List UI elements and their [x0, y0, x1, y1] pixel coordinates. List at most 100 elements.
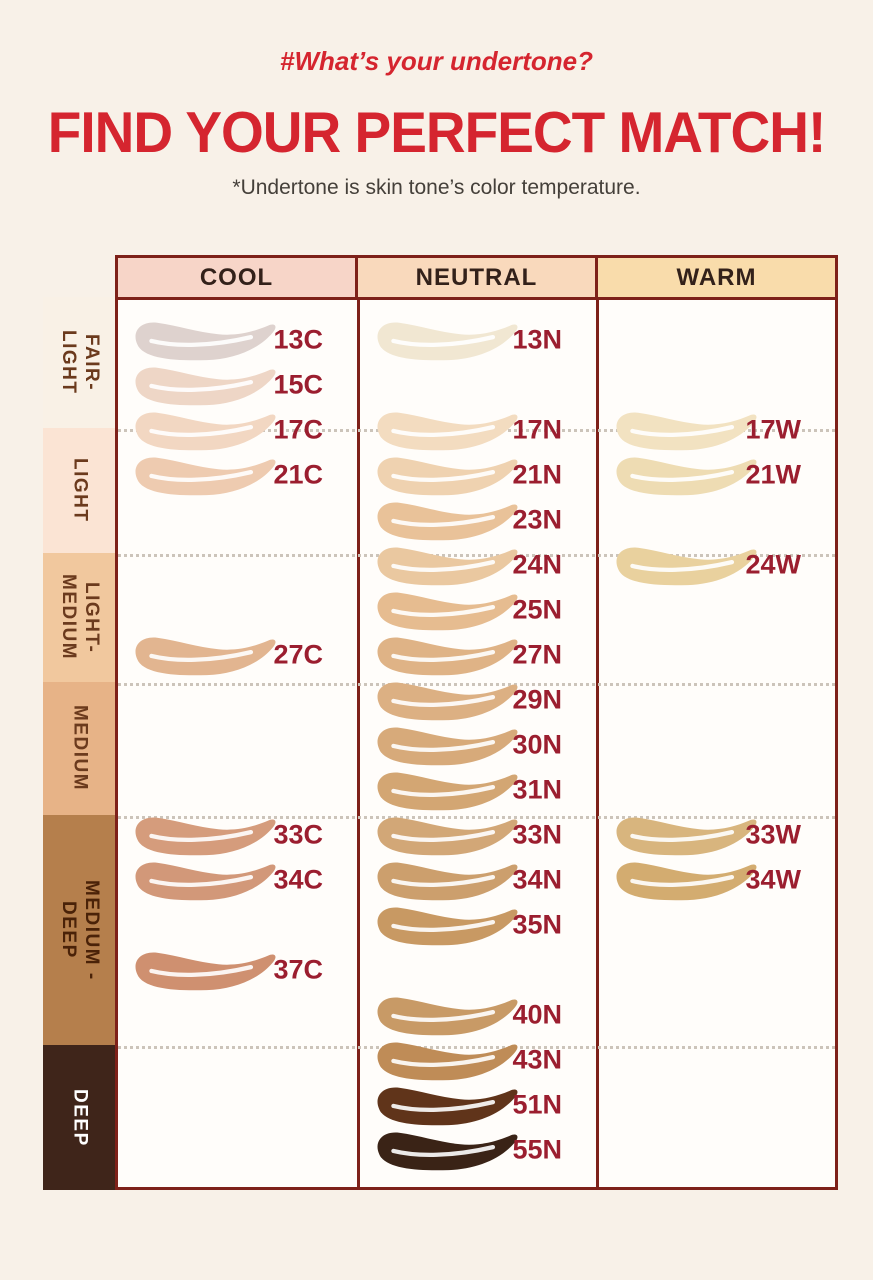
shade-code-35n: 35N — [512, 909, 562, 940]
shade-code-31n: 31N — [512, 774, 562, 805]
shade-row-34c: 34C — [118, 858, 357, 902]
shade-code-21w: 21W — [745, 459, 801, 490]
foundation-swatch — [377, 322, 518, 361]
shade-row-27c: 27C — [118, 633, 357, 677]
foundation-swatch — [377, 997, 518, 1036]
shade-code-37c: 37C — [273, 954, 323, 985]
shade-code-17w: 17W — [745, 414, 801, 445]
shade-code-55n: 55N — [512, 1134, 562, 1165]
column-neutral: 13N 17N 21N 23N 24N 25N 27N 29N 30N 31N 33N 34N 35N 4… — [357, 300, 596, 1187]
shade-code-21n: 21N — [512, 459, 562, 490]
shade-row-25n: 25N — [360, 588, 596, 632]
foundation-swatch — [377, 772, 518, 811]
shade-row-21c: 21C — [118, 453, 357, 497]
shade-code-23n: 23N — [512, 504, 562, 535]
shade-row-13n: 13N — [360, 318, 596, 362]
column-header-warm: WARM — [595, 258, 835, 297]
shade-code-43n: 43N — [512, 1044, 562, 1075]
foundation-swatch — [377, 502, 518, 541]
column-cool: 13C 15C 17C 21C 27C 33C 34C 37C — [118, 300, 357, 1187]
shade-row-33n: 33N — [360, 813, 596, 857]
shade-row-24n: 24N — [360, 543, 596, 587]
shade-code-34c: 34C — [273, 864, 323, 895]
shade-row-40n: 40N — [360, 993, 596, 1037]
shade-code-15c: 15C — [273, 369, 323, 400]
foundation-swatch — [616, 457, 757, 496]
shade-row-17w: 17W — [599, 408, 835, 452]
shade-code-51n: 51N — [512, 1089, 562, 1120]
foundation-swatch — [616, 547, 757, 586]
foundation-swatch — [377, 547, 518, 586]
shade-code-24n: 24N — [512, 549, 562, 580]
shade-row-37c: 37C — [118, 948, 357, 992]
shade-row-55n: 55N — [360, 1128, 596, 1172]
undertone-header-row: COOL NEUTRAL WARM — [118, 258, 835, 300]
foundation-swatch — [377, 592, 518, 631]
undertone-footnote: *Undertone is skin tone’s color temperat… — [232, 176, 641, 199]
foundation-swatch — [135, 862, 276, 901]
shade-row-34n: 34N — [360, 858, 596, 902]
shade-code-17c: 17C — [273, 414, 323, 445]
foundation-swatch — [377, 682, 518, 721]
undertone-hashtag: #What’s your undertone? — [280, 46, 593, 76]
depth-label-medium-deep: MEDIUM - DEEP — [43, 815, 115, 1045]
shade-code-17n: 17N — [512, 414, 562, 445]
depth-separator-line — [118, 816, 835, 819]
shade-row-33c: 33C — [118, 813, 357, 857]
depth-separator-line — [118, 683, 835, 686]
shade-code-33n: 33N — [512, 819, 562, 850]
shade-code-34w: 34W — [745, 864, 801, 895]
foundation-swatch — [377, 637, 518, 676]
shade-row-13c: 13C — [118, 318, 357, 362]
depth-separator-line — [118, 554, 835, 557]
shade-table: FAIR- LIGHT LIGHT LIGHT- MEDIUM MEDIUM MEDIU… — [43, 255, 838, 1190]
foundation-swatch — [135, 637, 276, 676]
shade-code-27n: 27N — [512, 639, 562, 670]
foundation-swatch — [135, 412, 276, 451]
undertone-grid: COOL NEUTRAL WARM 13C 15C 17C 21C 27C 33C 34C 37C… — [115, 255, 838, 1190]
shade-row-30n: 30N — [360, 723, 596, 767]
shade-row-31n: 31N — [360, 768, 596, 812]
column-header-cool: COOL — [118, 258, 355, 297]
shade-code-33w: 33W — [745, 819, 801, 850]
shade-code-13c: 13C — [273, 324, 323, 355]
shade-code-30n: 30N — [512, 729, 562, 760]
depth-label-light: LIGHT — [43, 428, 115, 553]
depth-label-medium: MEDIUM — [43, 682, 115, 815]
foundation-swatch — [135, 817, 276, 856]
shade-code-34n: 34N — [512, 864, 562, 895]
shade-row-21n: 21N — [360, 453, 596, 497]
shade-row-35n: 35N — [360, 903, 596, 947]
foundation-swatch — [616, 412, 757, 451]
foundation-swatch — [377, 727, 518, 766]
foundation-swatch — [135, 322, 276, 361]
shade-row-17n: 17N — [360, 408, 596, 452]
shade-row-23n: 23N — [360, 498, 596, 542]
foundation-swatch — [135, 457, 276, 496]
foundation-swatch — [377, 1087, 518, 1126]
depth-label-light-medium: LIGHT- MEDIUM — [43, 553, 115, 682]
foundation-swatch — [135, 952, 276, 991]
foundation-swatch — [377, 817, 518, 856]
foundation-swatch — [377, 412, 518, 451]
grid-body: 13C 15C 17C 21C 27C 33C 34C 37C 13N 17N 21N 23N 24N 2… — [118, 300, 835, 1187]
shade-code-40n: 40N — [512, 999, 562, 1030]
foundation-swatch — [135, 367, 276, 406]
page-title: FIND YOUR PERFECT MATCH! — [47, 99, 827, 165]
shade-code-21c: 21C — [273, 459, 323, 490]
foundation-swatch — [616, 862, 757, 901]
column-header-neutral: NEUTRAL — [355, 258, 595, 297]
shade-row-34w: 34W — [599, 858, 835, 902]
shade-row-27n: 27N — [360, 633, 596, 677]
shade-row-33w: 33W — [599, 813, 835, 857]
depth-separator-line — [118, 1046, 835, 1049]
shade-code-29n: 29N — [512, 684, 562, 715]
column-warm: 17W 21W 24W 33W 34W — [596, 300, 835, 1187]
foundation-swatch — [616, 817, 757, 856]
foundation-swatch — [377, 862, 518, 901]
depth-label-fair-light: FAIR- LIGHT — [43, 297, 115, 428]
shade-row-24w: 24W — [599, 543, 835, 587]
shade-code-24w: 24W — [745, 549, 801, 580]
shade-row-51n: 51N — [360, 1083, 596, 1127]
